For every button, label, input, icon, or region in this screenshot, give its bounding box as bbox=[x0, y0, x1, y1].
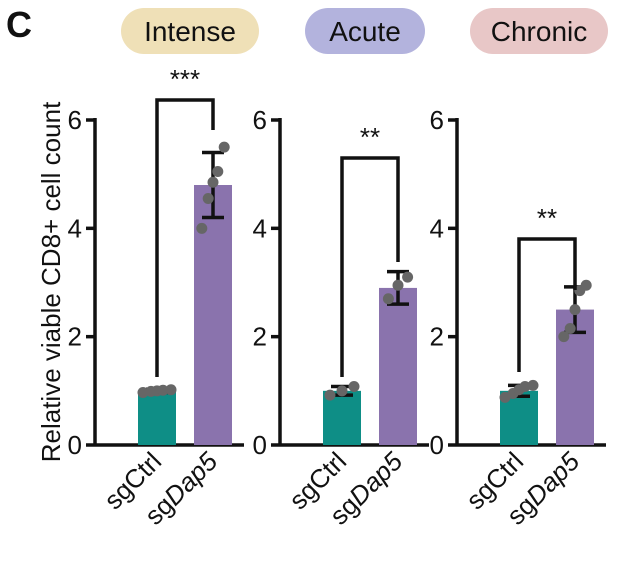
significance-label: *** bbox=[170, 64, 200, 94]
data-point bbox=[157, 384, 169, 396]
y-tick-label: 4 bbox=[253, 213, 267, 243]
y-tick-label: 6 bbox=[68, 105, 82, 135]
title-pill bbox=[305, 8, 425, 54]
panels: Intense0246sgCtrlsgDap5***Acute0246sgCtr… bbox=[68, 8, 608, 531]
significance-bracket bbox=[517, 237, 577, 372]
y-axis-label: Relative viable CD8+ cell count bbox=[36, 101, 66, 462]
y-tick-label: 2 bbox=[68, 322, 82, 352]
y-tick-label: 4 bbox=[430, 213, 444, 243]
y-tick-label: 6 bbox=[430, 105, 444, 135]
panel-title: Intense bbox=[144, 16, 236, 47]
significance-bracket bbox=[340, 156, 400, 377]
data-point bbox=[519, 381, 531, 392]
data-point bbox=[564, 323, 576, 335]
significance-label: ** bbox=[537, 203, 557, 233]
y-tick-label: 6 bbox=[253, 105, 267, 135]
data-point bbox=[196, 222, 208, 234]
data-point bbox=[137, 386, 149, 398]
x-tick-label: sgCtrl bbox=[283, 446, 352, 515]
y-tick-label: 0 bbox=[68, 430, 82, 460]
data-point bbox=[212, 165, 224, 177]
y-tick-label: 0 bbox=[430, 430, 444, 460]
data-point bbox=[382, 293, 394, 305]
data-point bbox=[569, 304, 581, 316]
data-point bbox=[348, 381, 360, 392]
data-point bbox=[527, 379, 539, 391]
panel-title: Chronic bbox=[491, 16, 587, 47]
data-point bbox=[202, 193, 214, 205]
data-point bbox=[218, 141, 230, 153]
y-tick-label: 2 bbox=[430, 322, 444, 352]
y-tick-label: 2 bbox=[253, 322, 267, 352]
data-point bbox=[558, 331, 570, 343]
title-pill bbox=[121, 8, 259, 54]
data-point bbox=[402, 271, 414, 283]
data-point bbox=[324, 389, 336, 401]
data-point bbox=[580, 279, 592, 291]
data-point bbox=[392, 279, 404, 291]
y-tick-label: 4 bbox=[68, 213, 82, 243]
significance-bracket bbox=[155, 98, 215, 377]
data-point bbox=[336, 385, 348, 397]
significance-label: ** bbox=[360, 122, 380, 152]
data-point bbox=[165, 384, 177, 396]
y-tick-label: 0 bbox=[253, 430, 267, 460]
panel-title: Acute bbox=[329, 16, 401, 47]
bar-sgDap5 bbox=[379, 287, 417, 445]
bar-sgCtrl bbox=[138, 390, 176, 445]
panel-letter: C bbox=[6, 4, 32, 45]
data-point bbox=[207, 176, 219, 188]
title-pill bbox=[470, 8, 608, 54]
